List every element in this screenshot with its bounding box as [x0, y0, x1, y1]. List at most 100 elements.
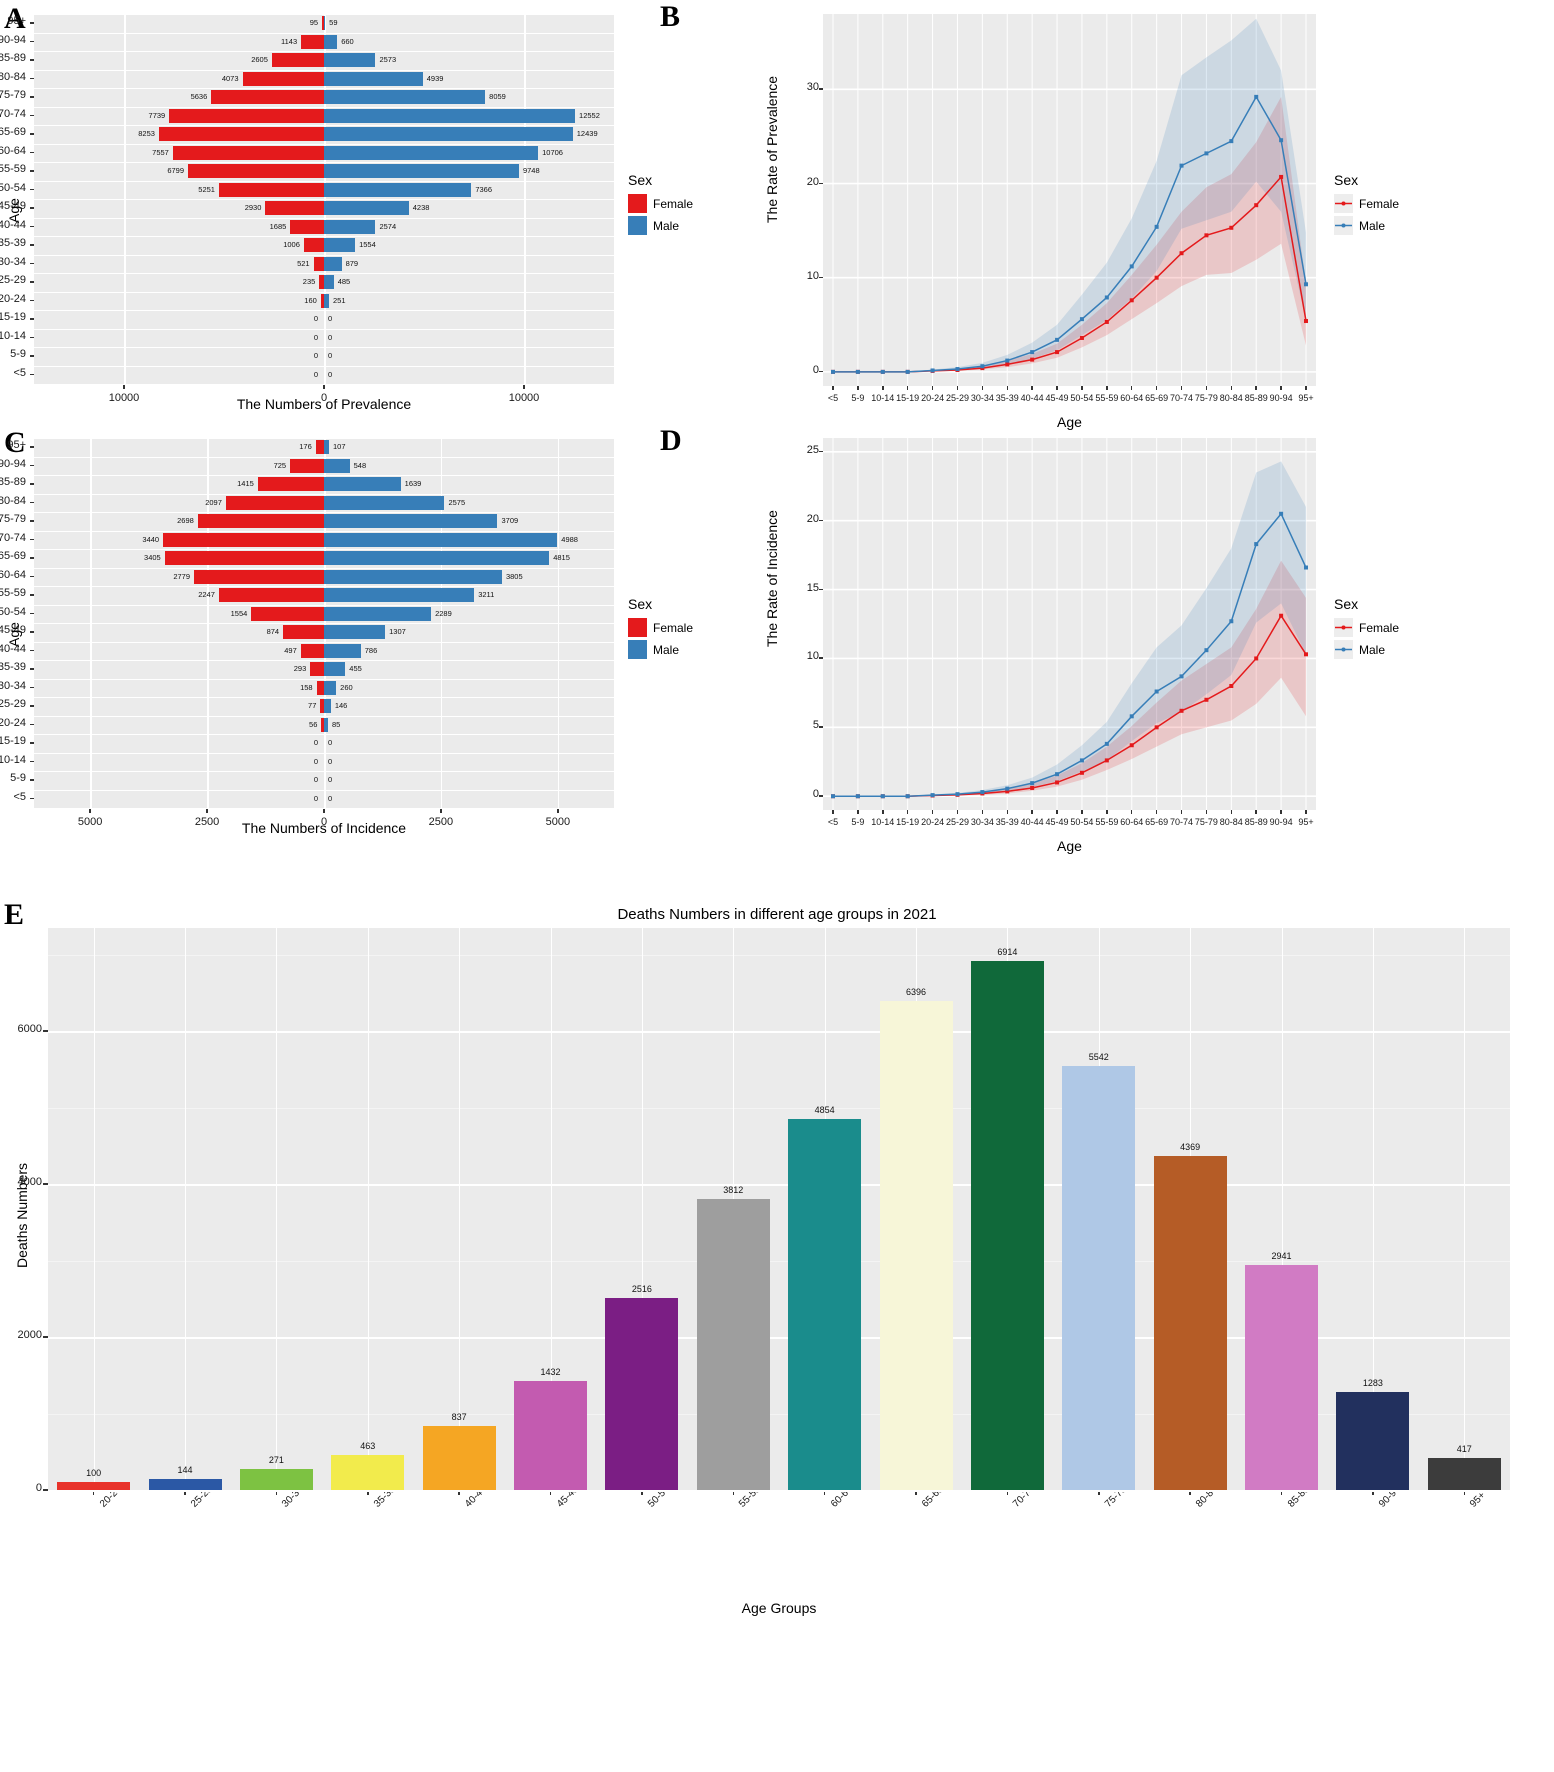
- data-point: [1279, 511, 1284, 516]
- bar-value-label: 100: [86, 1468, 102, 1479]
- x-tick-label: 95+: [1298, 393, 1314, 403]
- y-tick-label: 60-64: [0, 568, 26, 581]
- bar-male: [324, 127, 573, 142]
- data-point: [1129, 714, 1134, 719]
- x-tick-mark: [1463, 1490, 1466, 1495]
- bar-value-label: 5636: [190, 92, 208, 102]
- bar-value-label: 85: [331, 719, 341, 729]
- legend-item-male[interactable]: Male: [628, 216, 693, 235]
- y-tick-label: 95+: [7, 439, 26, 452]
- bar-value-label: 146: [334, 701, 348, 711]
- bar-value-label: 6799: [167, 166, 185, 176]
- bar-female: [290, 219, 324, 234]
- bar-value-label: 1283: [1362, 1377, 1383, 1388]
- bar-female: [218, 182, 324, 197]
- y-tick-mark: [43, 1183, 48, 1185]
- bar-male: [324, 569, 502, 584]
- y-tick-mark: [819, 370, 823, 373]
- x-tick-label: 45-49: [1045, 393, 1069, 403]
- bar-value-label: 4815: [553, 553, 570, 563]
- panel-b-y-axis-title: The Rate of Prevalence: [764, 75, 780, 223]
- legend-c: Sex Female Male: [628, 596, 693, 659]
- legend-item-female[interactable]: Female: [628, 194, 693, 213]
- y-tick-mark: [30, 22, 34, 24]
- y-tick-label: 70-74: [0, 531, 26, 544]
- legend-item-female-d[interactable]: Female: [1334, 618, 1399, 637]
- y-tick-mark: [30, 225, 34, 228]
- data-point: [1279, 138, 1284, 143]
- bar-value-label: 12439: [576, 129, 598, 139]
- x-tick-mark: [1280, 810, 1282, 814]
- data-point: [1030, 357, 1035, 362]
- x-tick-label: 0: [320, 392, 328, 404]
- bar-female: [320, 293, 324, 308]
- panel-label-c: C: [4, 426, 26, 459]
- bar-female: [158, 127, 324, 142]
- gridline-v: [641, 928, 643, 1490]
- bar-value-label: 59: [329, 18, 338, 28]
- bar-value-label: 0: [313, 369, 318, 379]
- x-tick-mark: [1280, 386, 1282, 390]
- legend-swatch-female: [628, 194, 647, 213]
- bar-male: [324, 717, 328, 732]
- y-tick-label: 60-64: [0, 144, 26, 157]
- y-tick-label: 85-89: [0, 52, 26, 65]
- y-tick-mark: [819, 588, 823, 591]
- bar-male: [324, 680, 337, 695]
- y-tick-mark: [30, 133, 34, 135]
- x-tick-label: 80-84: [1219, 817, 1243, 827]
- legend-label-female: Female: [653, 196, 694, 211]
- bar-male: [324, 34, 338, 49]
- bar-value-label: 7366: [475, 184, 492, 194]
- gridline-v: [524, 14, 526, 384]
- data-point: [955, 367, 960, 372]
- panel-c-x-axis-title: The Numbers of Incidence: [241, 820, 407, 836]
- x-tick-mark: [1106, 810, 1108, 814]
- y-tick-mark: [30, 77, 34, 80]
- bar-value-label: 1554: [359, 240, 376, 250]
- data-point: [1279, 174, 1284, 179]
- y-tick-label: 75-79: [0, 89, 26, 102]
- bar-value-label: 2574: [379, 221, 397, 231]
- gridline-h-minor: [48, 1413, 1510, 1415]
- bar-male: [324, 53, 376, 68]
- y-tick-mark: [30, 575, 34, 578]
- bar-male: [324, 662, 346, 677]
- legend-item-female-b[interactable]: Female: [1334, 194, 1399, 213]
- x-tick-mark: [1056, 810, 1058, 814]
- bar-value-label: 176: [299, 442, 312, 452]
- x-tick-label: 5000: [77, 816, 103, 828]
- data-point: [1079, 770, 1084, 775]
- x-tick-label: 50-54: [1070, 817, 1094, 827]
- x-tick-label: 55-59: [1095, 817, 1119, 827]
- gridline-h-minor: [48, 954, 1510, 956]
- bar-female: [172, 145, 324, 160]
- gridline-v: [1372, 928, 1374, 1490]
- legend-swatch-male-c: [628, 640, 647, 659]
- x-tick-mark: [1031, 810, 1033, 814]
- x-tick-label: 75-79: [1194, 393, 1218, 403]
- y-tick-label: 0: [812, 788, 819, 801]
- data-point: [1154, 725, 1159, 730]
- y-tick-label: 35-39: [0, 237, 26, 250]
- x-tick-mark: [641, 1490, 643, 1495]
- bar-value-label: 521: [297, 258, 310, 268]
- data-point: [1204, 648, 1209, 653]
- gridline-v: [367, 928, 369, 1490]
- legend-item-male-c[interactable]: Male: [628, 640, 693, 659]
- legend-item-male-d[interactable]: Male: [1334, 640, 1399, 659]
- bar-value-label: 107: [333, 442, 346, 452]
- x-tick-mark: [323, 384, 325, 389]
- data-point: [1055, 337, 1060, 342]
- data-point: [1030, 350, 1035, 355]
- x-tick-label: 45-49: [1045, 817, 1069, 827]
- x-tick-label: 10000: [108, 392, 140, 404]
- bar-value-label: 260: [340, 682, 353, 692]
- x-tick-mark: [1372, 1490, 1374, 1495]
- legend-item-female-c[interactable]: Female: [628, 618, 693, 637]
- data-point: [1254, 203, 1259, 208]
- x-tick-mark: [981, 810, 984, 814]
- data-point: [1179, 163, 1184, 168]
- series-line: [833, 512, 1307, 797]
- legend-item-male-b[interactable]: Male: [1334, 216, 1399, 235]
